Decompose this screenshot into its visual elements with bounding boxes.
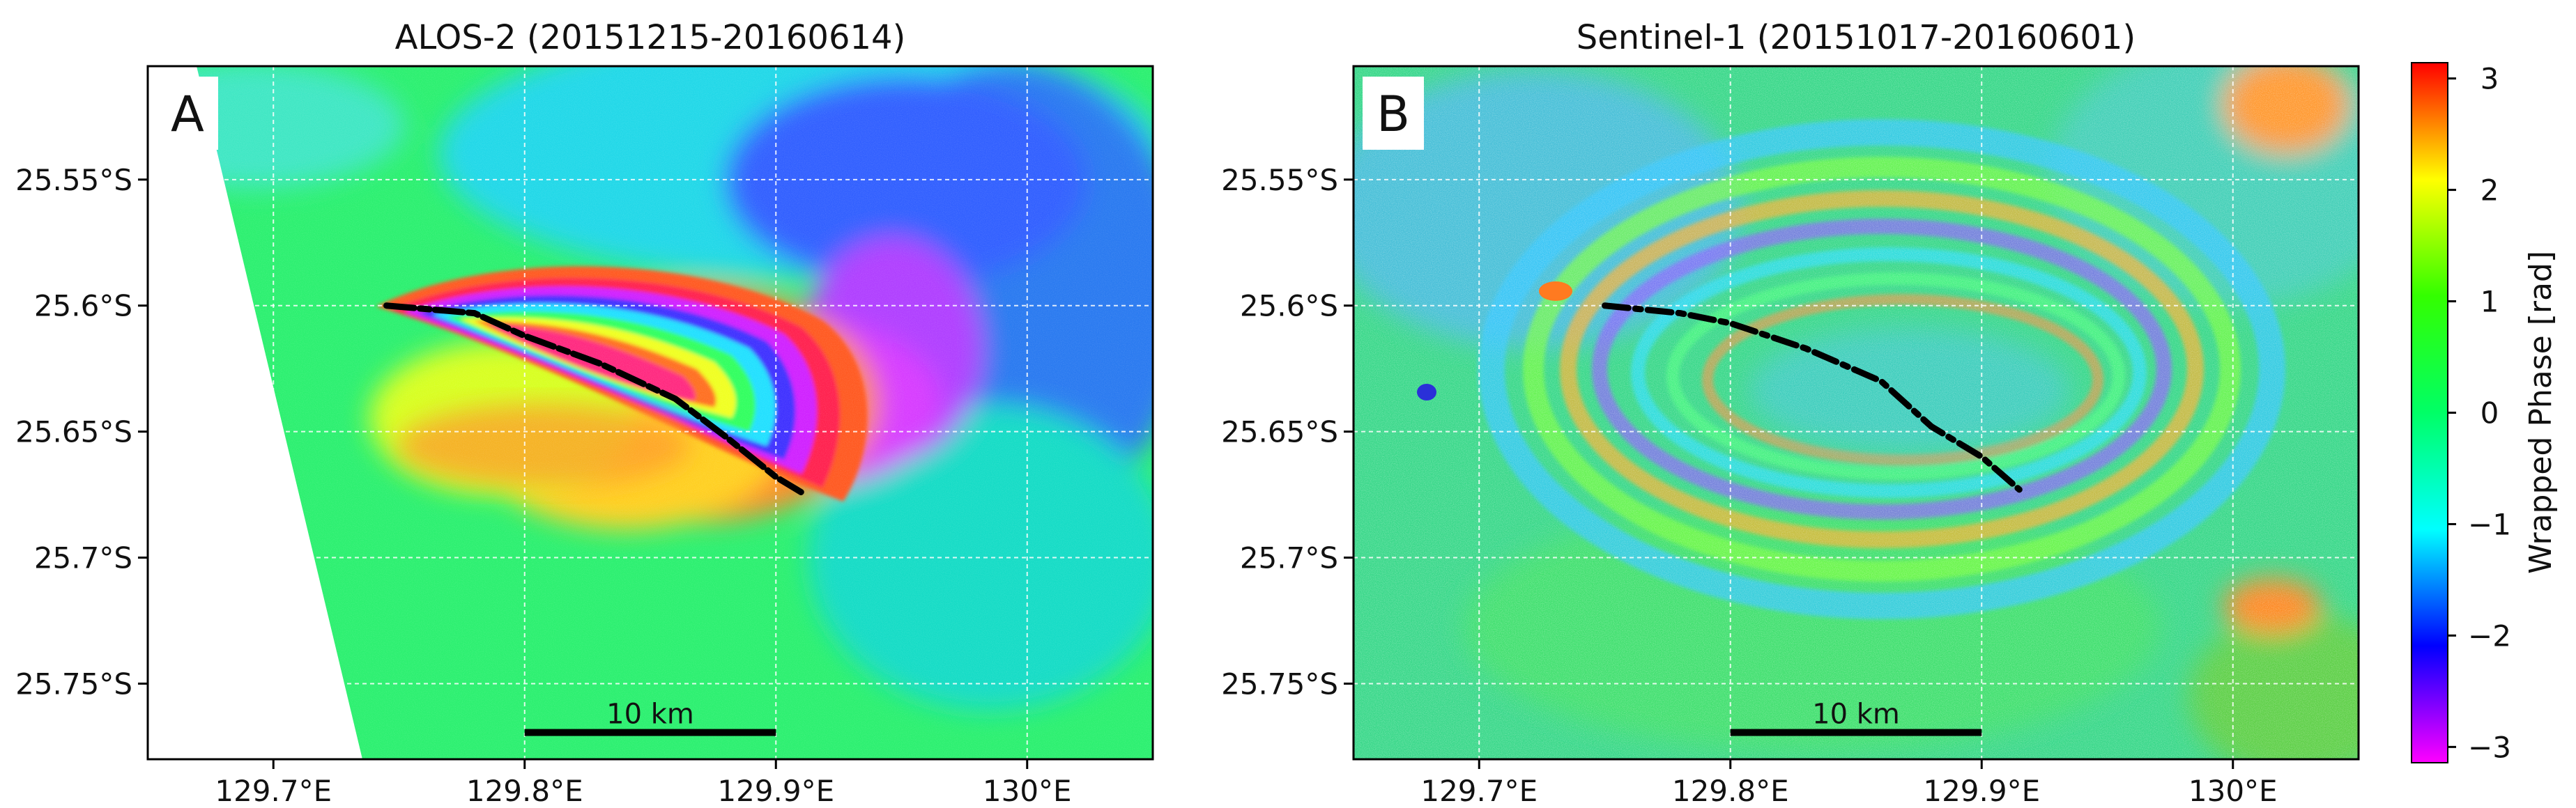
panel-b-phase-image: [1354, 66, 2359, 759]
panel-a-title: ALOS-2 (20151215-20160614): [395, 18, 906, 57]
colorbar: 3 2 1 0 −1 −2 −3 Wrapped Phase [rad]: [2411, 62, 2559, 764]
panel-a-scale-bar-line: [524, 729, 776, 736]
panel-b-y-tick-label: 25.55°S: [1221, 163, 1338, 197]
panel-a-fault-trace: [383, 302, 804, 495]
panel-b-y-tick-label: 25.7°S: [1240, 541, 1338, 575]
panel-a-y-tick-label: 25.65°S: [15, 415, 132, 449]
colorbar-tick-label: 2: [2481, 173, 2499, 208]
panel-b-x-tick-label: 129.9°E: [1923, 774, 2040, 808]
colorbar-tick-label: 3: [2481, 62, 2499, 96]
panel-a: ALOS-2 (20151215-20160614): [15, 18, 1154, 808]
colorbar-label: Wrapped Phase [rad]: [2523, 251, 2559, 574]
panel-a-label: A: [171, 86, 204, 143]
panel-a-y-tick-label: 25.7°S: [34, 541, 132, 575]
panel-a-y-tick-label: 25.55°S: [15, 163, 132, 197]
panel-b-label: B: [1377, 86, 1410, 143]
panel-a-x-tick-label: 129.7°E: [215, 774, 332, 808]
panel-b-frame: [1352, 65, 2360, 761]
panel-a-label-box: [157, 77, 218, 150]
panel-b-gridlines: [1354, 66, 2359, 759]
colorbar-tick-label: −3: [2468, 730, 2511, 764]
panel-b: Sentinel-1 (20151017-20160601): [1221, 18, 2360, 808]
panel-b-label-box: [1363, 77, 1424, 150]
colorbar-tick-label: −1: [2468, 507, 2511, 541]
panel-b-y-tick-label: 25.6°S: [1240, 289, 1338, 323]
panel-a-x-tick-label: 129.8°E: [466, 774, 583, 808]
colorbar-tick-label: 1: [2481, 285, 2499, 319]
panel-b-scale-bar: 10 km: [1730, 699, 1982, 736]
colorbar-gradient: [2411, 62, 2448, 763]
panel-b-scale-bar-line: [1730, 729, 1982, 736]
panel-b-fault-line: [1602, 302, 2023, 493]
panel-a-frame: [146, 65, 1154, 761]
panel-a-scale-bar: 10 km: [524, 699, 776, 736]
panel-a-x-tick-label: 129.9°E: [717, 774, 834, 808]
panel-a-y-tick-label: 25.6°S: [34, 289, 132, 323]
colorbar-tick-label: −2: [2468, 619, 2511, 653]
panel-b-hotspot: [1539, 281, 1572, 301]
colorbar-ticks: 3 2 1 0 −1 −2 −3: [2448, 62, 2511, 764]
panel-b-x-tick-label: 129.8°E: [1672, 774, 1789, 808]
panel-a-gridlines: [148, 66, 1153, 759]
colorbar-tick-label: 0: [2481, 396, 2499, 430]
panel-a-nodata-region: [148, 66, 362, 759]
panel-b-title: Sentinel-1 (20151017-20160601): [1577, 18, 2136, 57]
panel-a-y-tick-label: 25.75°S: [15, 667, 132, 701]
panel-b-axes: 129.7°E 129.8°E 129.9°E 130°E 25.55°S 25.6°S 2…: [1221, 163, 2278, 808]
panel-b-scale-bar-label: 10 km: [1812, 699, 1900, 731]
panel-b-y-tick-label: 25.75°S: [1221, 667, 1338, 701]
panel-a-x-tick-label: 130°E: [983, 774, 1072, 808]
panel-b-y-tick-label: 25.65°S: [1221, 415, 1338, 449]
panel-a-fault-line: [383, 302, 804, 495]
panel-b-x-tick-label: 130°E: [2188, 774, 2278, 808]
panel-b-x-tick-label: 129.7°E: [1420, 774, 1538, 808]
panel-b-fault-trace: [1602, 302, 2023, 493]
panel-a-axes: 129.7°E 129.8°E 129.9°E 130°E 25.55°S 25.6°S 2…: [15, 163, 1072, 808]
panel-a-scale-bar-label: 10 km: [606, 699, 694, 731]
panel-b-coldspot: [1417, 384, 1436, 401]
